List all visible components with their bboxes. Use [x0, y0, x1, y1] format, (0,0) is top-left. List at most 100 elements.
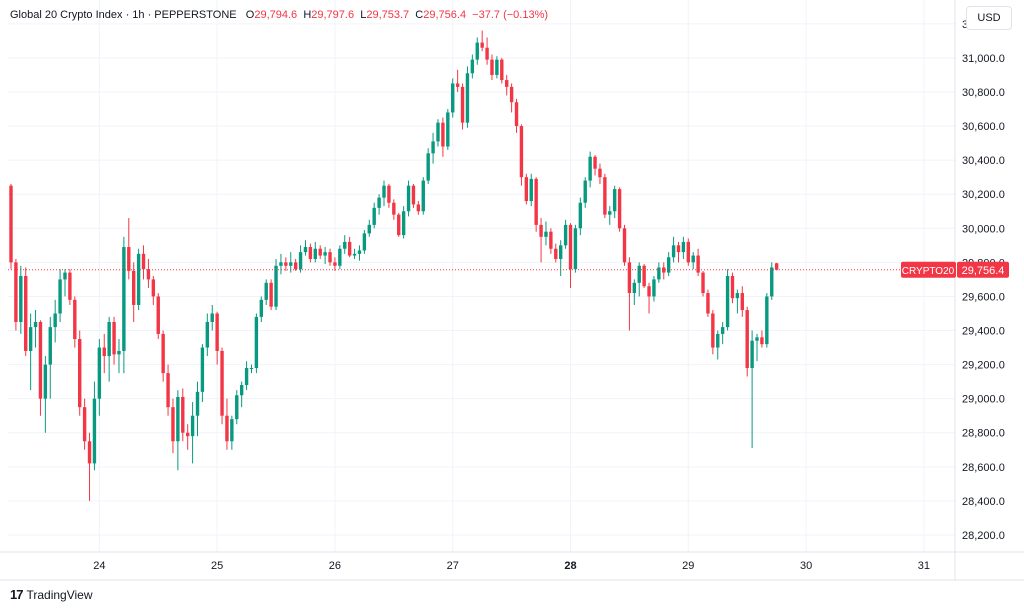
candle-body: [151, 279, 156, 297]
candle-body: [612, 189, 617, 212]
candle-body: [38, 322, 43, 399]
candle-body: [686, 241, 691, 263]
candle-body: [470, 59, 475, 74]
price-tick-label: 29,400.0: [962, 326, 1005, 338]
candle-body: [662, 267, 666, 273]
tradingview-logo-text: TradingView: [26, 587, 93, 602]
candle-body: [343, 241, 347, 249]
candle-body: [87, 441, 92, 464]
last-price-line: CRYPTO20 29,756.4: [8, 261, 1009, 278]
high-value: 29,797.6: [311, 9, 355, 21]
candle-body: [666, 257, 671, 273]
candle-body: [509, 86, 514, 103]
candle-body: [725, 276, 730, 328]
candle-body: [770, 267, 774, 297]
candlestick-series: [9, 30, 779, 501]
candle-body: [78, 339, 82, 408]
symbol-tag-text: CRYPTO20: [902, 266, 955, 277]
candle-body: [436, 122, 440, 142]
tradingview-logo[interactable]: 17 TradingView: [10, 587, 93, 602]
symbol-tag-bg: [901, 261, 956, 278]
low-value: 29,753.7: [366, 9, 410, 21]
candle-body: [146, 269, 151, 280]
candle-body: [352, 253, 357, 256]
candle-body: [524, 177, 529, 202]
candle-body: [181, 396, 185, 433]
candle-body: [441, 122, 445, 147]
candle-body: [274, 265, 278, 307]
candle-body: [505, 80, 509, 87]
candle-body: [406, 185, 411, 212]
candle-body: [185, 432, 190, 437]
candle-body: [598, 168, 602, 178]
candle-body: [127, 247, 131, 271]
price-tick-label: 28,200.0: [962, 530, 1005, 542]
candle-body: [568, 224, 573, 270]
change-value: −37.7 (−0.13%): [472, 9, 549, 21]
candle-body: [608, 211, 612, 215]
candle-body: [19, 276, 23, 322]
candle-body: [269, 282, 273, 307]
price-tick-label: 30,800.0: [962, 87, 1005, 99]
candle-body: [195, 391, 200, 416]
candle-body: [293, 262, 298, 270]
candle-body: [58, 279, 62, 314]
candle-body: [24, 276, 28, 351]
candle-body: [200, 347, 205, 392]
time-tick-label: 27: [447, 560, 459, 572]
candle-body: [755, 337, 759, 341]
price-tick-label: 31,000.0: [962, 53, 1005, 65]
candle-body: [671, 245, 676, 258]
candle-body: [480, 42, 484, 48]
candle-body: [657, 267, 661, 280]
candle-body: [500, 59, 504, 81]
time-tick-label: 24: [93, 560, 105, 572]
candle-body: [112, 322, 116, 355]
candle-body: [549, 231, 553, 249]
candle-body: [495, 59, 499, 75]
candle-body: [465, 73, 470, 123]
candle-body: [28, 327, 33, 351]
candle-body: [14, 262, 18, 322]
candle-body: [735, 293, 740, 299]
price-tick-label: 30,600.0: [962, 121, 1005, 133]
candle-body: [485, 47, 489, 60]
price-tick-label: 28,800.0: [962, 428, 1005, 440]
candle-body: [716, 333, 720, 348]
candle-body: [514, 102, 519, 127]
candle-body: [647, 286, 651, 297]
candle-body: [210, 313, 214, 322]
high-label: H: [303, 9, 312, 21]
candle-body: [706, 293, 710, 314]
candle-body: [235, 395, 239, 420]
candle-body: [460, 86, 465, 123]
price-tick-label: 28,600.0: [962, 462, 1005, 474]
candle-body: [392, 202, 396, 215]
candle-body: [627, 262, 632, 294]
candle-body: [455, 83, 460, 87]
candle-body: [333, 262, 337, 266]
candle-body: [82, 407, 87, 442]
candle-body: [171, 407, 175, 442]
candle-body: [652, 279, 656, 297]
candle-body: [416, 204, 421, 212]
time-tick-label: 28: [564, 560, 576, 572]
candle-body: [264, 282, 268, 300]
time-tick-label: 30: [800, 560, 812, 572]
candle-body: [166, 373, 170, 408]
candle-body: [451, 83, 455, 113]
candle-body: [696, 255, 700, 273]
candle-body: [519, 126, 524, 178]
candle-body: [377, 197, 381, 208]
candle-body: [529, 178, 533, 202]
price-tag-bg: [957, 261, 1009, 278]
candle-body: [205, 322, 210, 348]
candle-body: [642, 265, 646, 287]
price-tick-label: 29,000.0: [962, 394, 1005, 406]
currency-button[interactable]: USD: [966, 6, 1012, 30]
candle-body: [397, 214, 401, 236]
candle-body: [73, 299, 77, 340]
candle-body: [431, 141, 435, 154]
candle-body: [141, 253, 146, 270]
